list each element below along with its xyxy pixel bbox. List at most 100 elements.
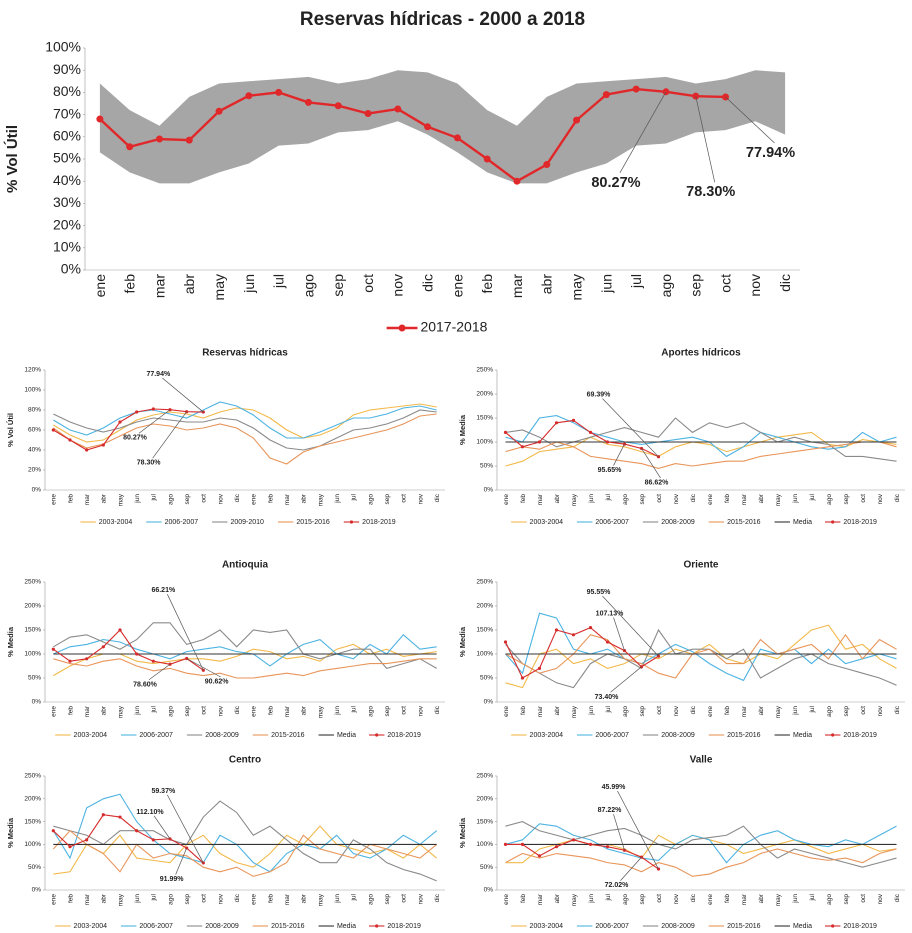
x-tick-label: sep [184, 706, 191, 717]
x-tick-label: feb [724, 494, 731, 503]
point-marker [51, 428, 55, 432]
series-line [505, 626, 659, 679]
data-label: 86.62% [645, 479, 670, 486]
x-tick-label: ene [707, 706, 714, 717]
x-tick-label: mar [537, 705, 544, 717]
series-line [505, 628, 897, 689]
range-band [99, 70, 786, 184]
x-tick-label: ago [167, 494, 174, 505]
legend-label: 2018-2019 [362, 519, 396, 526]
y-tick-label: 50% [480, 463, 493, 470]
x-tick-label: jun [334, 706, 341, 716]
y-tick-label: 0% [32, 887, 42, 894]
legend-label: 2018-2019 [843, 923, 877, 930]
x-tick-label: sep [639, 706, 646, 717]
series-line [52, 814, 204, 864]
label-leader [602, 595, 659, 657]
y-tick-label: 200% [476, 796, 493, 803]
x-tick-label: abr [301, 705, 308, 715]
x-tick-label: ago [826, 706, 833, 717]
x-tick-label: jun [792, 894, 799, 904]
chart-title: Antioquia [222, 560, 269, 571]
series-line [505, 633, 897, 679]
x-tick-label: nov [877, 893, 884, 904]
x-tick-label: oct [201, 894, 208, 903]
x-tick-label: oct [401, 706, 408, 715]
x-tick-label: nov [417, 705, 424, 716]
y-tick-label: 100% [476, 439, 493, 446]
x-tick-label: dic [894, 705, 901, 714]
x-tick-label: ene [503, 894, 510, 905]
point-marker [135, 652, 139, 656]
point-marker [135, 829, 139, 833]
x-tick-label: feb [267, 706, 274, 715]
data-label: 107.13% [596, 611, 624, 618]
x-tick-label: may [117, 705, 124, 718]
x-tick-label: dic [690, 893, 697, 902]
x-tick-label: nov [217, 493, 224, 504]
x-tick-label: ago [167, 706, 174, 717]
x-tick-label: oct [860, 894, 867, 903]
x-tick-label: oct [656, 494, 663, 503]
x-tick-label: sep [384, 494, 391, 505]
y-axis-label: % Media [458, 414, 467, 445]
series-line [53, 403, 437, 443]
x-tick-label: oct [360, 274, 376, 293]
x-tick-label: dic [420, 274, 436, 292]
x-tick-label: jun [334, 894, 341, 904]
point-marker [118, 420, 122, 424]
x-tick-label: feb [67, 894, 74, 903]
y-tick-label: 60% [53, 128, 81, 144]
data-label: 87.22% [598, 807, 623, 814]
label-leader [613, 617, 625, 651]
x-tick-label: feb [724, 706, 731, 715]
legend-label: 2018-2019 [843, 519, 877, 526]
data-label: 45.99% [602, 784, 627, 791]
point-marker [135, 410, 139, 414]
x-tick-label: mar [741, 493, 748, 505]
point-marker [155, 135, 163, 143]
legend-label: 2003-2004 [74, 923, 108, 930]
legend-marker [349, 520, 354, 524]
x-tick-label: jul [809, 893, 816, 901]
y-axis-label: % Media [458, 626, 467, 657]
y-axis-label: % Media [458, 817, 467, 848]
y-tick-label: 70% [53, 105, 81, 121]
y-tick-label: 250% [476, 579, 493, 586]
x-tick-label: jul [351, 893, 358, 901]
x-tick-label: mar [84, 705, 91, 717]
point-marker [588, 430, 593, 434]
x-tick-label: oct [860, 494, 867, 503]
y-axis-label: % Vol Útil [3, 125, 21, 193]
legend-label: 2006-2007 [595, 519, 629, 526]
x-tick-label: abr [101, 893, 108, 903]
point-marker [520, 445, 525, 449]
y-tick-label: 30% [53, 194, 81, 210]
point-marker [334, 102, 342, 110]
point-marker [96, 115, 104, 123]
data-label: 77.94% [146, 371, 171, 378]
y-tick-label: 50% [53, 150, 81, 166]
point-marker [151, 407, 155, 411]
point-marker [85, 448, 89, 452]
x-tick-label: nov [877, 493, 884, 504]
x-tick-label: ago [167, 894, 174, 905]
x-tick-label: may [117, 893, 124, 906]
series-line [505, 431, 897, 467]
legend-label: 2018-2019 [387, 732, 421, 739]
x-tick-label: feb [67, 706, 74, 715]
x-tick-label: ene [51, 494, 58, 505]
y-axis-label: % Vol Útil [6, 413, 15, 447]
y-tick-label: 150% [24, 627, 41, 634]
y-tick-label: 50% [28, 675, 41, 682]
x-tick-label: dic [690, 493, 697, 502]
data-label: 73.40% [595, 694, 620, 701]
x-tick-label: abr [758, 493, 765, 503]
x-tick-label: may [317, 705, 324, 718]
legend-label: 2018-2019 [843, 732, 877, 739]
x-tick-label: jun [134, 706, 141, 716]
x-tick-label: may [775, 705, 782, 718]
data-label: 59.37% [151, 788, 176, 795]
x-tick-label: jun [588, 706, 595, 716]
